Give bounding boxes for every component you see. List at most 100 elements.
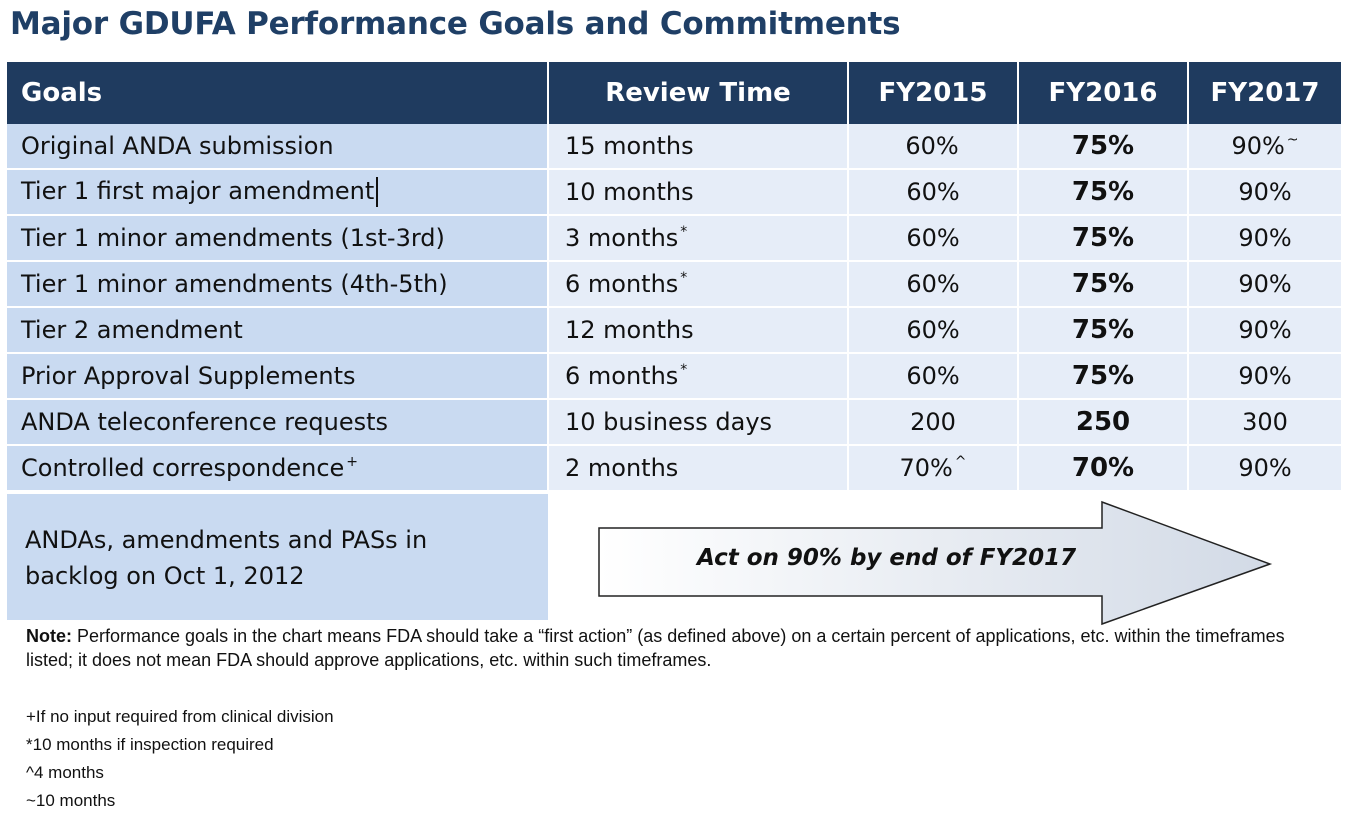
table-header-row: Goals Review Time FY2015 FY2016 FY2017	[7, 62, 1341, 124]
backlog-text: ANDAs, amendments and PASs in backlog on…	[25, 522, 427, 594]
fy2015-footnote-mark: ^	[954, 454, 967, 470]
fy2015-value: 60%	[906, 178, 960, 206]
fy2017-cell: 90%	[1188, 307, 1341, 354]
fy2017-value: 300	[1242, 408, 1288, 436]
goal-footnote-mark: +	[346, 454, 359, 470]
goal-cell: Prior Approval Supplements	[7, 353, 549, 400]
table-row: Original ANDA submission 15 months 60% 7…	[7, 124, 1341, 170]
page-title: Major GDUFA Performance Goals and Commit…	[10, 6, 901, 42]
review-time-cell: 6 months *	[548, 353, 849, 400]
fy2017-cell: 90%	[1188, 169, 1341, 216]
goal-cell: Tier 1 minor amendments (4th-5th)	[7, 261, 549, 308]
fy2017-value: 90%	[1238, 178, 1292, 206]
review-time-cell: 10 months	[548, 169, 849, 216]
fy2016-cell: 75%	[1018, 353, 1189, 400]
review-time-cell: 10 business days	[548, 399, 849, 446]
review-time-text: 10 months	[565, 178, 694, 206]
review-time-text: 10 business days	[565, 408, 773, 436]
table-row: Tier 1 first major amendment 10 months 6…	[7, 169, 1341, 216]
header-review-time: Review Time	[548, 62, 849, 124]
goal-cell: Controlled correspondence +	[7, 445, 549, 492]
fy2015-cell: 60%	[848, 215, 1019, 262]
review-time-text: 2 months	[565, 454, 679, 482]
header-fy2017: FY2017	[1188, 62, 1341, 124]
backlog-line-2: backlog on Oct 1, 2012	[25, 562, 305, 590]
goal-cell: Tier 1 first major amendment	[7, 169, 549, 216]
goal-text: ANDA teleconference requests	[21, 408, 389, 436]
table-row: Tier 2 amendment 12 months 60% 75% 90%	[7, 307, 1341, 354]
fy2015-cell: 60%	[848, 353, 1019, 400]
header-fy2015: FY2015	[848, 62, 1019, 124]
table-row: Tier 1 minor amendments (4th-5th) 6 mont…	[7, 261, 1341, 308]
goal-cell: Tier 1 minor amendments (1st-3rd)	[7, 215, 549, 262]
fy2017-cell: 90%	[1188, 353, 1341, 400]
fy2015-cell: 60%	[848, 124, 1019, 170]
review-time-cell: 2 months	[548, 445, 849, 492]
fy2017-footnote-mark: ~	[1286, 132, 1299, 148]
fy2015-value: 60%	[906, 362, 960, 390]
fy2017-cell: 300	[1188, 399, 1341, 446]
review-time-text: 3 months	[565, 224, 679, 252]
fy2015-cell: 60%	[848, 261, 1019, 308]
review-footnote-mark: *	[680, 270, 688, 286]
goal-arrow-shape	[598, 500, 1273, 626]
review-time-text: 6 months	[565, 270, 679, 298]
fy2017-cell: 90%	[1188, 215, 1341, 262]
note-text: Performance goals in the chart means FDA…	[26, 626, 1285, 670]
fy2016-cell: 75%	[1018, 215, 1189, 262]
review-time-cell: 12 months	[548, 307, 849, 354]
fy2017-value: 90%	[1231, 132, 1285, 160]
table-row: ANDA teleconference requests 10 business…	[7, 399, 1341, 446]
fy2017-value: 90%	[1238, 362, 1292, 390]
table-row: Prior Approval Supplements 6 months * 60%…	[7, 353, 1341, 400]
goal-text: Tier 2 amendment	[21, 316, 243, 344]
goal-text: Original ANDA submission	[21, 132, 334, 160]
review-time-text: 15 months	[565, 132, 694, 160]
goals-table: Goals Review Time FY2015 FY2016 FY2017 O…	[7, 62, 1341, 492]
fy2015-value: 60%	[906, 270, 960, 298]
review-time-cell: 3 months *	[548, 215, 849, 262]
note-label: Note:	[26, 626, 72, 646]
backlog-line-1: ANDAs, amendments and PASs in	[25, 526, 428, 554]
fy2017-value: 90%	[1238, 224, 1292, 252]
review-footnote-mark: *	[680, 224, 688, 240]
footnote-tilde: ~10 months	[26, 791, 116, 810]
fy2015-value: 60%	[905, 132, 959, 160]
goal-cell: ANDA teleconference requests	[7, 399, 549, 446]
fy2015-cell: 60%	[848, 169, 1019, 216]
fy2015-cell: 70% ^	[848, 445, 1019, 492]
footnote-plus: +If no input required from clinical divi…	[26, 707, 334, 726]
review-time-text: 6 months	[565, 362, 679, 390]
goal-cell: Original ANDA submission	[7, 124, 549, 170]
fy2015-value: 70%	[899, 454, 953, 482]
footnote-caret: ^4 months	[26, 763, 104, 782]
fy2016-cell: 75%	[1018, 124, 1189, 170]
fy2017-value: 90%	[1238, 270, 1292, 298]
fy2016-cell: 75%	[1018, 307, 1189, 354]
goal-cell: Tier 2 amendment	[7, 307, 549, 354]
fy2017-cell: 90%	[1188, 261, 1341, 308]
fy2017-cell: 90%	[1188, 445, 1341, 492]
header-fy2016: FY2016	[1018, 62, 1189, 124]
note-paragraph: Note: Performance goals in the chart mea…	[26, 624, 1326, 672]
fy2016-cell: 75%	[1018, 261, 1189, 308]
text-cursor	[376, 177, 379, 207]
table-row: Controlled correspondence + 2 months 70% ^…	[7, 445, 1341, 492]
header-goals: Goals	[7, 62, 549, 124]
goal-text: Prior Approval Supplements	[21, 362, 356, 390]
goal-text: Tier 1 first major amendment	[21, 177, 375, 205]
fy2015-cell: 200	[848, 399, 1019, 446]
table-row: Tier 1 minor amendments (1st-3rd) 3 mont…	[7, 215, 1341, 262]
fy2017-cell: 90% ~	[1188, 124, 1341, 170]
fy2015-value: 60%	[906, 316, 960, 344]
fy2016-cell: 70%	[1018, 445, 1189, 492]
arrow-label: Act on 90% by end of FY2017	[697, 545, 1077, 571]
goal-text: Tier 1 minor amendments (1st-3rd)	[21, 224, 445, 252]
fy2017-value: 90%	[1238, 454, 1292, 482]
fy2015-value: 60%	[906, 224, 960, 252]
goal-text: Tier 1 minor amendments (4th-5th)	[21, 270, 448, 298]
footnote-asterisk: *10 months if inspection required	[26, 735, 274, 754]
fy2016-cell: 75%	[1018, 169, 1189, 216]
fy2015-cell: 60%	[848, 307, 1019, 354]
fy2017-value: 90%	[1238, 316, 1292, 344]
